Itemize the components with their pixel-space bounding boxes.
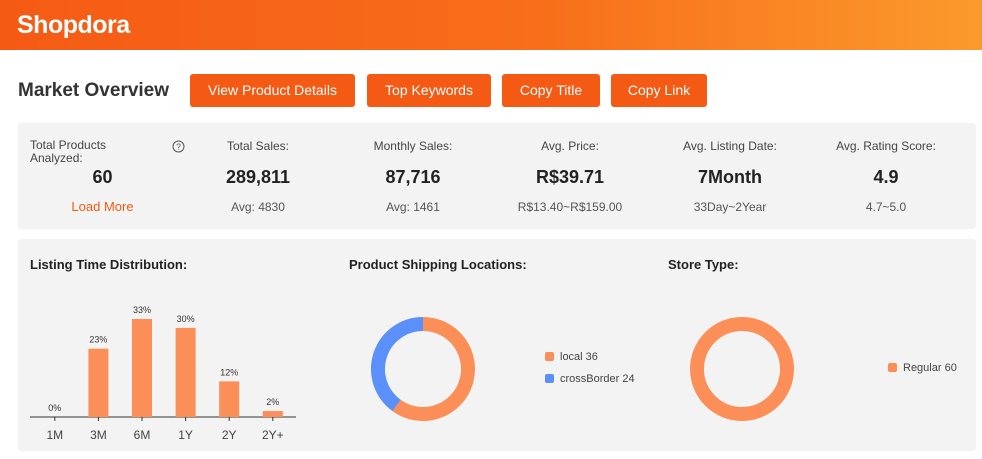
x-tick-label: 3M xyxy=(90,428,107,442)
stats-panel: Total Products Analyzed: ? 60 Load More … xyxy=(18,123,976,229)
stat-avg-rating: Avg. Rating Score: 4.9 4.7~5.0 xyxy=(811,123,961,229)
store-type-title: Store Type: xyxy=(668,257,739,272)
stat-label: Avg. Price: xyxy=(541,139,599,153)
stat-sub: R$13.40~R$159.00 xyxy=(517,200,623,214)
top-keywords-button[interactable]: Top Keywords xyxy=(367,74,491,107)
page-title: Market Overview xyxy=(18,80,170,101)
donut-slice-local[interactable] xyxy=(392,317,475,421)
stat-value: 7Month xyxy=(698,167,762,187)
bar-value-label: 23% xyxy=(89,335,107,345)
legend-marker xyxy=(545,374,554,383)
shipping-locations-title: Product Shipping Locations: xyxy=(349,257,527,272)
stat-value: 4.9 xyxy=(873,167,899,187)
stat-value: 289,811 xyxy=(225,167,291,187)
bar-value-label: 0% xyxy=(48,403,61,413)
bar[interactable] xyxy=(132,319,152,417)
load-more-link[interactable]: Load More xyxy=(71,199,134,214)
legend-item-local[interactable]: local 36 xyxy=(545,351,598,363)
stat-total-products: Total Products Analyzed: ? 60 Load More xyxy=(30,123,190,229)
overview-toolbar: Market Overview View Product Details Top… xyxy=(18,74,978,108)
copy-link-button[interactable]: Copy Link xyxy=(611,74,707,107)
stat-value: R$39.71 xyxy=(535,167,605,187)
bar[interactable] xyxy=(219,381,240,417)
stat-total-sales: Total Sales: 289,811 Avg: 4830 xyxy=(188,123,328,229)
view-product-details-button[interactable]: View Product Details xyxy=(190,74,355,107)
stat-label: Monthly Sales: xyxy=(373,139,453,153)
shipping-donut-chart xyxy=(371,317,475,421)
stat-label: Avg. Listing Date: xyxy=(683,139,777,153)
bar-value-label: 33% xyxy=(133,305,151,315)
stat-value: 87,716 xyxy=(385,167,441,187)
stat-avg-listing-date: Avg. Listing Date: 7Month 33Day~2Year xyxy=(660,123,800,229)
legend-item-crossborder[interactable]: crossBorder 24 xyxy=(545,373,635,385)
listing-time-title: Listing Time Distribution: xyxy=(30,257,188,272)
stat-monthly-sales: Monthly Sales: 87,716 Avg: 1461 xyxy=(343,123,483,229)
stat-sub: 4.7~5.0 xyxy=(865,200,907,214)
legend-marker xyxy=(888,363,897,372)
legend-marker xyxy=(545,352,554,361)
listing-time-bar-chart: 0% 1M 23% 3M 33% 6M 30% 1Y 12% 2Y 2% 2Y+ xyxy=(30,305,296,442)
stat-avg-price: Avg. Price: R$39.71 R$13.40~R$159.00 xyxy=(495,123,645,229)
question-circle-icon[interactable]: ? xyxy=(172,140,185,153)
donut-slice-crossborder[interactable] xyxy=(371,317,424,412)
legend-label: Regular 60 xyxy=(903,362,957,374)
bar-value-label: 12% xyxy=(220,367,238,377)
stat-sub: 33Day~2Year xyxy=(693,200,767,214)
store-type-donut-chart xyxy=(690,317,794,421)
stat-label: Avg. Rating Score: xyxy=(836,139,936,153)
stat-sub: Avg: 1461 xyxy=(386,200,440,214)
legend-label: crossBorder 24 xyxy=(560,373,635,385)
app-header: Shopdora xyxy=(0,0,982,50)
bar-value-label: 30% xyxy=(177,314,195,324)
x-tick-label: 2Y xyxy=(222,428,237,442)
x-tick-label: 1M xyxy=(46,428,63,442)
legend-item-regular[interactable]: Regular 60 xyxy=(888,362,957,374)
x-tick-label: 6M xyxy=(134,428,151,442)
copy-title-button[interactable]: Copy Title xyxy=(502,74,600,107)
shopdora-logo[interactable]: Shopdora xyxy=(17,9,157,41)
logo-text: Shopdora xyxy=(17,11,131,39)
charts-panel: Listing Time Distribution: 0% 1M 23% 3M 33% 6… xyxy=(18,239,976,451)
x-tick-label: 1Y xyxy=(178,428,193,442)
stat-sub: Avg: 4830 xyxy=(231,200,285,214)
svg-text:?: ? xyxy=(176,142,181,152)
bar-value-label: 2% xyxy=(266,397,279,407)
stat-label: Total Products Analyzed: xyxy=(30,138,107,165)
bar[interactable] xyxy=(88,348,109,417)
bar[interactable] xyxy=(262,411,283,417)
legend-label: local 36 xyxy=(560,351,598,363)
stat-label: Total Sales: xyxy=(226,139,290,153)
donut-slice-regular[interactable] xyxy=(690,317,794,421)
x-tick-label: 2Y+ xyxy=(262,428,284,442)
stat-value: 60 xyxy=(92,167,113,187)
bar[interactable] xyxy=(175,327,196,417)
